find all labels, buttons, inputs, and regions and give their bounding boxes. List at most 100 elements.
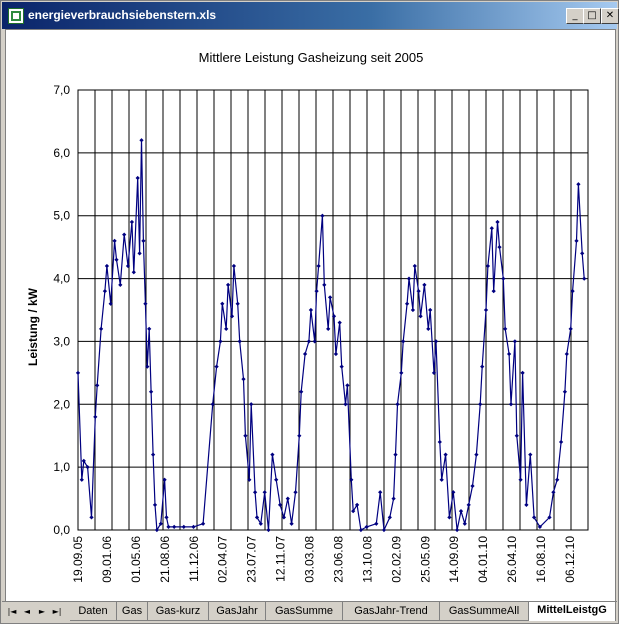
tab-gassumme[interactable]: GasSumme — [266, 602, 343, 621]
data-point — [210, 402, 215, 407]
data-point — [262, 490, 267, 495]
data-point — [181, 524, 186, 530]
first-sheet-button[interactable]: |◄ — [7, 607, 17, 616]
data-point — [478, 402, 483, 407]
data-point — [299, 389, 304, 394]
data-point — [401, 339, 406, 344]
tab-mittelleistgg[interactable]: MittelLeistgG — [529, 602, 616, 621]
data-point — [358, 527, 364, 533]
data-point — [547, 515, 552, 520]
data-point — [391, 496, 396, 501]
title-bar[interactable]: energieverbrauchsiebenstern.xls _ □ ✕ — [2, 2, 619, 29]
data-point — [314, 288, 319, 294]
data-point — [351, 508, 356, 514]
chart-svg: Mittlere Leistung Gasheizung seit 2005 L… — [26, 50, 589, 583]
excel-icon[interactable] — [8, 8, 24, 24]
data-point — [164, 515, 169, 520]
data-point — [551, 490, 556, 495]
data-point — [466, 502, 471, 508]
x-tick-label: 09.01.06 — [100, 536, 114, 583]
data-point — [395, 402, 400, 407]
data-point — [166, 524, 171, 530]
data-point — [145, 364, 150, 369]
chart-area[interactable]: Mittlere Leistung Gasheizung seit 2005 L… — [5, 29, 616, 603]
grid — [77, 89, 589, 531]
data-point — [237, 339, 242, 344]
data-point — [564, 351, 569, 357]
tab-daten[interactable]: Daten — [70, 602, 117, 621]
data-point — [443, 452, 448, 457]
x-tick-label: 25.05.09 — [418, 536, 432, 583]
x-tick-label: 21.08.06 — [158, 536, 172, 583]
data-point — [337, 320, 342, 325]
data-point — [200, 521, 206, 526]
prev-sheet-button[interactable]: ◄ — [23, 607, 31, 616]
x-tick-labels: 19.09.05 09.01.06 01.05.06 21.08.06 11.12.06… — [71, 536, 577, 583]
data-point — [224, 326, 229, 332]
tab-gasjahr[interactable]: GasJahr — [209, 602, 266, 621]
data-point — [122, 232, 127, 237]
data-point — [345, 383, 350, 388]
data-point — [281, 515, 287, 520]
tab-gas-kurz[interactable]: Gas-kurz — [148, 602, 209, 621]
data-point — [537, 524, 543, 530]
data-point — [89, 515, 94, 520]
data-point — [277, 502, 283, 508]
data-point — [308, 307, 314, 313]
x-tick-label: 01.05.06 — [129, 536, 143, 583]
y-tick-label: 7,0 — [53, 83, 70, 97]
data-point — [580, 251, 585, 256]
x-tick-label: 03.03.08 — [303, 536, 317, 583]
data-point — [131, 270, 136, 275]
data-point — [243, 433, 248, 438]
tab-gasjahr-trend[interactable]: GasJahr-Trend — [343, 602, 440, 621]
data-point — [327, 295, 333, 300]
data-point — [158, 521, 163, 526]
last-sheet-button[interactable]: ►| — [52, 607, 62, 616]
x-tick-label: 13.10.08 — [360, 536, 374, 583]
data-point — [306, 339, 312, 344]
data-point — [172, 524, 177, 530]
y-axis-label: Leistung / kW — [26, 287, 40, 366]
data-point — [297, 433, 302, 438]
data-point — [270, 452, 275, 457]
data-point — [378, 490, 383, 495]
maximize-button[interactable]: □ — [583, 8, 601, 24]
chart-title: Mittlere Leistung Gasheizung seit 2005 — [199, 50, 424, 65]
next-sheet-button[interactable]: ► — [38, 607, 46, 616]
data-point — [404, 301, 410, 306]
data-point — [489, 226, 494, 231]
data-point — [235, 301, 240, 306]
data-point — [247, 477, 252, 482]
data-point — [129, 219, 135, 225]
data-point — [293, 490, 298, 495]
data-point — [508, 402, 514, 407]
data-point — [439, 477, 444, 482]
data-point — [333, 351, 339, 357]
data-point — [418, 314, 423, 319]
y-tick-label: 3,0 — [53, 334, 70, 348]
data-point — [343, 402, 348, 407]
tab-gassummeall[interactable]: GasSummeAll — [440, 602, 529, 621]
data-point — [462, 521, 467, 526]
data-point — [135, 175, 140, 181]
data-point — [191, 524, 196, 530]
tab-gas[interactable]: Gas — [117, 602, 148, 621]
x-tick-label: 26.04.10 — [505, 536, 519, 583]
window-title: energieverbrauchsiebenstern.xls — [28, 8, 217, 22]
y-tick-label: 5,0 — [53, 209, 70, 223]
close-button[interactable]: ✕ — [601, 8, 619, 24]
data-point — [480, 364, 485, 369]
data-point — [143, 301, 148, 306]
data-point — [274, 477, 279, 482]
data-point — [437, 439, 442, 445]
x-tick-label: 16.08.10 — [534, 536, 548, 583]
data-point — [214, 364, 219, 369]
x-tick-label: 04.01.10 — [476, 536, 490, 583]
x-tick-label: 23.06.08 — [331, 536, 345, 583]
data-point — [249, 402, 254, 407]
minimize-button[interactable]: _ — [566, 8, 584, 24]
data-point — [470, 483, 475, 489]
y-tick-label: 4,0 — [53, 272, 70, 286]
